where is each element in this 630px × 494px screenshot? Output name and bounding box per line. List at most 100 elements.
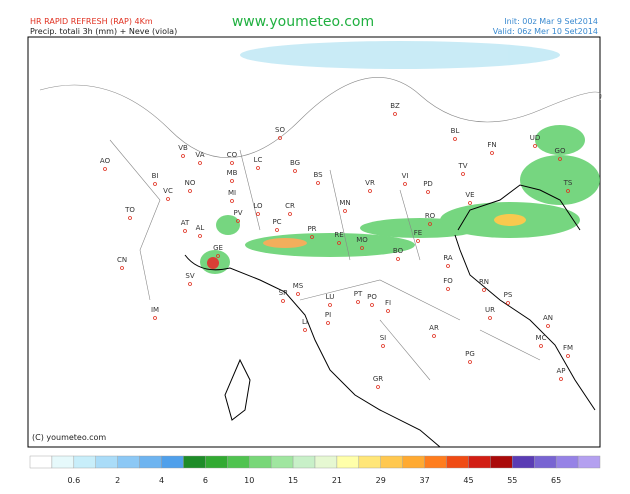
city-label: TS — [563, 179, 573, 187]
city-label: SI — [380, 334, 387, 342]
city-label: FE — [414, 229, 422, 237]
city-label: PG — [465, 350, 475, 358]
city-dot — [566, 354, 570, 358]
colorbar-label: 55 — [507, 476, 517, 485]
color-swatch — [468, 455, 491, 469]
city-dot — [230, 161, 234, 165]
city-label: LC — [254, 156, 263, 164]
city-dot — [275, 228, 279, 232]
colorbar-label: 4 — [159, 476, 164, 485]
city-dot — [281, 299, 285, 303]
colorbar-label: 15 — [288, 476, 298, 485]
city-label: TV — [457, 162, 467, 170]
city-label: RN — [479, 278, 489, 286]
city-dot — [546, 324, 550, 328]
city-label: RE — [334, 231, 343, 239]
city-dot — [103, 167, 107, 171]
city-dot — [482, 288, 486, 292]
city-label: VA — [195, 151, 204, 159]
city-dot — [337, 241, 341, 245]
city-dot — [236, 219, 240, 223]
city-label: AR — [429, 324, 439, 332]
city-dot — [403, 182, 407, 186]
city-label: SP — [279, 289, 288, 297]
city-dot — [303, 328, 307, 332]
color-swatch — [161, 455, 184, 469]
city-dot — [506, 301, 510, 305]
city-label: VE — [465, 191, 474, 199]
city-dot — [461, 172, 465, 176]
colorbar: 0.6 2 4 6 10 15 21 29 37 45 55 65 — [29, 455, 601, 485]
color-swatch — [358, 455, 381, 469]
city-dot — [539, 344, 543, 348]
city-label: CN — [117, 256, 127, 264]
color-swatch — [270, 455, 294, 469]
city-dot — [488, 316, 492, 320]
city-label: GO — [555, 147, 566, 155]
color-swatch — [380, 455, 403, 469]
city-dot — [386, 309, 390, 313]
color-swatch — [51, 455, 75, 469]
city-dot — [296, 292, 300, 296]
city-label: SO — [275, 126, 285, 134]
city-dot — [278, 136, 282, 140]
color-swatch — [555, 455, 579, 469]
city-label: MO — [356, 236, 368, 244]
city-label: LU — [326, 293, 335, 301]
city-dot — [368, 189, 372, 193]
city-dot — [393, 112, 397, 116]
colorbar-label: 21 — [332, 476, 342, 485]
city-dot — [533, 144, 537, 148]
city-label: SV — [185, 272, 194, 280]
city-label: PD — [423, 180, 433, 188]
city-label: VI — [402, 172, 409, 180]
city-dot — [558, 157, 562, 161]
city-dot — [183, 229, 187, 233]
city-dot — [396, 257, 400, 261]
city-label: PV — [233, 209, 242, 217]
city-label: BZ — [390, 102, 400, 110]
colorbar-label: 0.6 — [67, 476, 80, 485]
subtitle: Precip. totali 3h (mm) + Neve (viola) — [30, 27, 177, 36]
city-label: RA — [443, 254, 453, 262]
city-dot — [326, 321, 330, 325]
color-swatch — [512, 455, 535, 469]
city-label: FO — [443, 277, 453, 285]
city-dot — [288, 212, 292, 216]
city-dot — [453, 137, 457, 141]
city-dot — [128, 216, 132, 220]
site: www.youmeteo.com — [232, 14, 374, 30]
city-dot — [230, 179, 234, 183]
city-dot — [356, 300, 360, 304]
city-dot — [376, 385, 380, 389]
city-dot — [198, 161, 202, 165]
city-dot — [328, 303, 332, 307]
city-dot — [428, 222, 432, 226]
color-swatch — [446, 455, 469, 469]
city-dot — [468, 201, 472, 205]
city-label: AP — [556, 367, 565, 375]
city-dot — [468, 360, 472, 364]
city-label: PR — [307, 225, 316, 233]
city-label: MS — [293, 282, 304, 290]
city-label: VC — [163, 187, 173, 195]
city-label: RO — [425, 212, 436, 220]
city-dot — [166, 197, 170, 201]
init: Init: 00z Mar 9 Set2014 — [504, 17, 598, 26]
colorbar-label: 10 — [244, 476, 254, 485]
city-dot — [426, 190, 430, 194]
city-dot — [370, 303, 374, 307]
city-label: PS — [504, 291, 513, 299]
city-label: UD — [530, 134, 541, 142]
city-label: PC — [272, 218, 281, 226]
city-dot — [256, 166, 260, 170]
city-label: BL — [451, 127, 460, 135]
city-label: GE — [213, 244, 223, 252]
city-dot — [198, 234, 202, 238]
city-label: BO — [393, 247, 404, 255]
copyright: (C) youmeteo.com — [32, 433, 106, 442]
city-dot — [446, 264, 450, 268]
color-swatch — [29, 455, 53, 469]
colorbar-label: 45 — [463, 476, 473, 485]
